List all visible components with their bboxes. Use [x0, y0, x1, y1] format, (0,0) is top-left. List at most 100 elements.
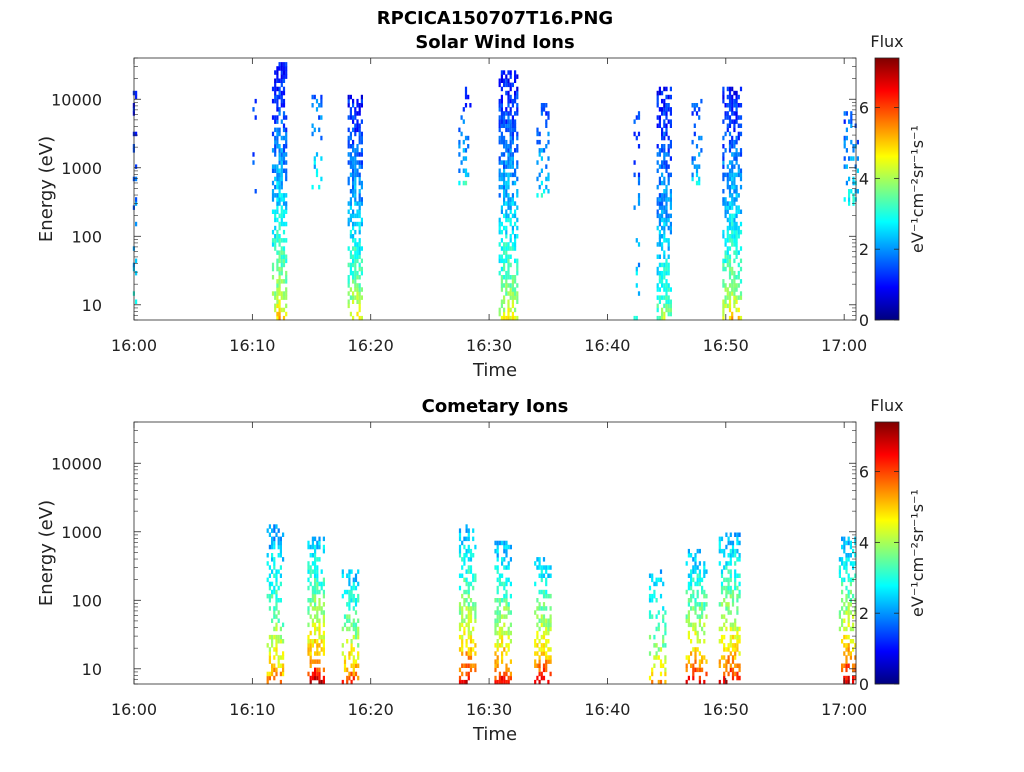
flux-cell [690, 581, 693, 587]
flux-cell [509, 217, 512, 223]
flux-cell [724, 209, 727, 214]
flux-cell [285, 131, 288, 137]
flux-cell [547, 573, 550, 578]
flux-cell [279, 598, 282, 603]
flux-cell [280, 270, 283, 276]
flux-cell [273, 557, 276, 562]
flux-cell [841, 577, 844, 583]
flux-cell [663, 295, 666, 300]
flux-cell [354, 287, 357, 292]
flux-cell [847, 589, 850, 595]
flux-cell [737, 225, 740, 231]
flux-cell [352, 270, 355, 276]
flux-cell [358, 172, 361, 178]
flux-cell [667, 311, 670, 317]
flux-cell [505, 593, 508, 599]
flux-cell [724, 258, 727, 264]
flux-cell [278, 111, 281, 116]
flux-cell [500, 258, 503, 264]
flux-cell [516, 176, 519, 182]
flux-cell [737, 283, 740, 288]
flux-cell [354, 127, 357, 133]
flux-cell [847, 643, 850, 648]
flux-cell [505, 172, 508, 178]
flux-cell [845, 647, 848, 652]
flux-cell [505, 180, 508, 186]
flux-cell [285, 291, 288, 296]
flux-cell [354, 176, 357, 182]
flux-cell [731, 266, 734, 272]
flux-cell [731, 311, 734, 317]
flux-cell [498, 258, 501, 264]
flux-cell [731, 553, 735, 558]
flux-cell [500, 299, 503, 304]
flux-cell [278, 197, 281, 202]
flux-cell [726, 209, 729, 214]
flux-cell [665, 307, 668, 313]
flux-cell [276, 279, 279, 284]
flux-cell [658, 299, 661, 304]
flux-cell [276, 209, 279, 214]
flux-cell [503, 82, 506, 88]
flux-cell [849, 577, 852, 583]
ion-burst [341, 569, 360, 685]
flux-cell [320, 176, 323, 182]
flux-cell [285, 168, 288, 173]
flux-cell [549, 622, 552, 628]
flux-cell [841, 639, 844, 644]
flux-cell [736, 593, 739, 599]
flux-cell [352, 127, 355, 133]
flux-cell [356, 148, 359, 153]
flux-cell [349, 266, 352, 272]
flux-cell [658, 119, 661, 124]
flux-cell [511, 225, 514, 231]
flux-cell [696, 593, 699, 599]
flux-cell [465, 651, 468, 656]
flux-cell [665, 299, 668, 304]
flux-cell [278, 258, 281, 264]
flux-cell [509, 234, 512, 239]
flux-cell [500, 184, 503, 190]
flux-cell [316, 540, 319, 546]
ion-burst [271, 62, 288, 321]
flux-cell [498, 78, 501, 83]
flux-cell [667, 176, 670, 182]
flux-cell [728, 205, 732, 210]
y-tick-label: 10 [82, 660, 102, 679]
flux-cell [275, 643, 278, 648]
flux-cell [358, 299, 361, 304]
flux-cell [268, 598, 271, 603]
flux-cell [500, 303, 503, 309]
flux-cell [505, 291, 508, 296]
flux-cell [309, 675, 312, 681]
flux-cell [540, 193, 543, 198]
flux-cell [736, 647, 739, 652]
flux-cell [503, 152, 506, 157]
flux-cell [311, 593, 314, 599]
flux-cell [540, 565, 543, 570]
flux-cell [358, 250, 361, 255]
x-tick-label: 16:30 [466, 700, 512, 719]
flux-cell [534, 610, 537, 615]
flux-cell [726, 184, 729, 190]
flux-cell [352, 180, 355, 186]
flux-cell [314, 659, 317, 664]
flux-cell [314, 598, 317, 603]
flux-cell [276, 115, 279, 120]
flux-cell [498, 630, 501, 636]
flux-cell [357, 630, 360, 636]
flux-cell [461, 610, 464, 615]
flux-cell [469, 639, 473, 644]
colorbar-tick-label: 6 [859, 463, 869, 482]
flux-cell [347, 299, 350, 304]
flux-cell [507, 258, 510, 264]
flux-cell [268, 532, 271, 537]
flux-cell [637, 131, 641, 137]
flux-cell [356, 123, 359, 128]
x-axis-label: Time [472, 724, 517, 745]
flux-cell [664, 659, 667, 664]
flux-cell [698, 639, 701, 644]
y-tick-label: 1000 [61, 159, 102, 178]
flux-cell [313, 164, 316, 169]
flux-cell [496, 577, 499, 583]
